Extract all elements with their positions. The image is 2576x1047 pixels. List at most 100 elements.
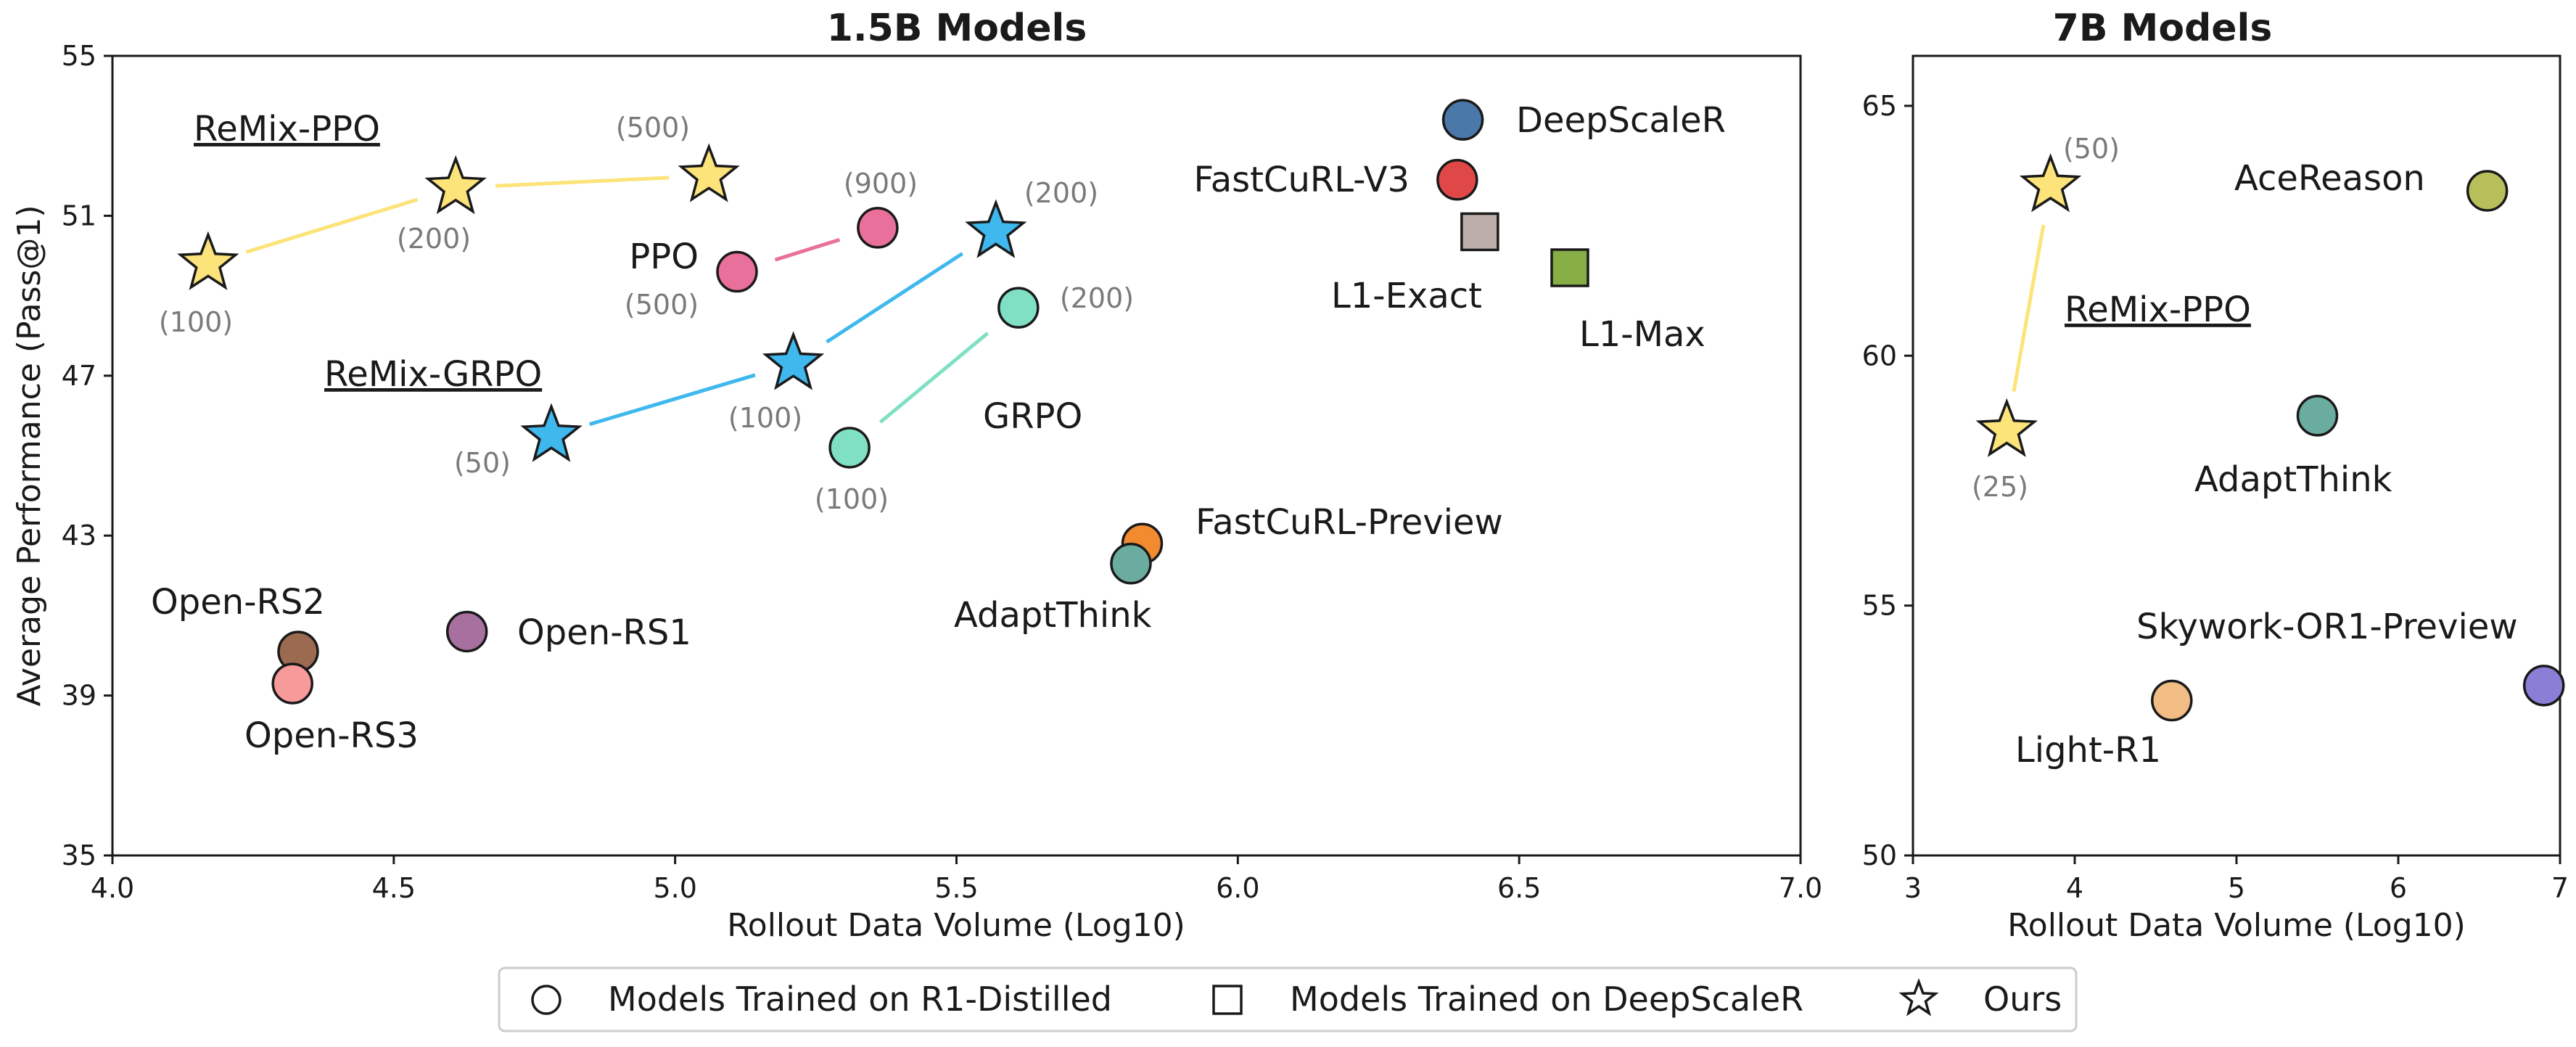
- x-axis-title: Rollout Data Volume (Log10): [2007, 907, 2466, 944]
- count-grpo-100: (100): [815, 483, 889, 515]
- count-ppo-500: (500): [625, 289, 699, 321]
- series-line-remix-grpo: [826, 252, 964, 344]
- legend-label-deepscaler: Models Trained on DeepScaleR: [1290, 980, 1803, 1019]
- panel-title: 7B Models: [2053, 7, 2273, 50]
- x-tick-label: 7.0: [1779, 872, 1822, 904]
- marker-l1-exact: [1460, 212, 1499, 252]
- x-tick-label: 5.0: [653, 872, 696, 904]
- x-tick-label: 3: [1904, 872, 1922, 904]
- label-open-rs2: Open-RS2: [151, 582, 325, 623]
- count-remix-ppo-100: (100): [159, 306, 233, 338]
- y-tick-label: 35: [62, 839, 96, 871]
- count-grpo-200: (200): [1060, 282, 1134, 314]
- x-axis-title: Rollout Data Volume (Log10): [727, 907, 1185, 944]
- panel-7b-models: 7B Models Rollout Data Volume (Log10) 3 4…: [1862, 7, 2569, 944]
- y-tick-label: 55: [62, 40, 96, 72]
- marker-remix-grpo: [520, 403, 583, 462]
- count-remix-ppo-7b-50: (50): [2063, 133, 2120, 165]
- y-tick-label: 39: [62, 680, 96, 712]
- marker-remix-grpo: [965, 199, 1027, 258]
- marker-remix-grpo: [762, 331, 825, 390]
- marker-remix-ppo: [2019, 153, 2082, 213]
- legend-star-icon: [1898, 977, 1939, 1017]
- marker-adaptthink: [2296, 395, 2339, 437]
- y-tick-label: 50: [1862, 839, 1897, 871]
- label-open-rs1: Open-RS1: [517, 612, 691, 653]
- panel-1-5b-models: 1.5B Models Rollout Data Volume (Log10) …: [11, 7, 1822, 944]
- marker-ppo: [716, 250, 758, 293]
- y-tick-label: 65: [1862, 90, 1897, 122]
- label-adaptthink-7b: AdaptThink: [2194, 459, 2392, 500]
- y-ticks: 35 39 43 47 51 55: [62, 40, 112, 871]
- label-open-rs3: Open-RS3: [244, 715, 419, 756]
- marker-acereason: [2466, 170, 2509, 212]
- label-adaptthink: AdaptThink: [954, 595, 1152, 636]
- legend-box: [498, 966, 2078, 1032]
- label-fastcurl-v3: FastCuRL-V3: [1193, 160, 1410, 200]
- label-remix-grpo: ReMix-GRPO: [324, 354, 542, 395]
- marker-adaptthink: [1110, 543, 1152, 585]
- marker-open-rs1: [445, 610, 488, 653]
- label-acereason: AceReason: [2234, 158, 2425, 199]
- legend-label-r1-distilled: Models Trained on R1-Distilled: [608, 980, 1112, 1019]
- marker-fastcurl-v3: [1436, 159, 1478, 201]
- x-tick-label: 6.0: [1216, 872, 1259, 904]
- marker-deepscaler: [1441, 99, 1484, 141]
- marker-l1-max: [1550, 248, 1589, 287]
- legend-label-ours: Ours: [1983, 980, 2062, 1019]
- count-ppo-900: (900): [844, 168, 918, 200]
- x-tick-label: 5: [2228, 872, 2245, 904]
- y-tick-label: 60: [1862, 340, 1897, 371]
- marker-remix-ppo: [678, 143, 740, 202]
- x-tick-label: 5.5: [934, 872, 978, 904]
- marker-remix-ppo: [177, 231, 239, 290]
- legend-circle-icon: [531, 985, 561, 1015]
- x-ticks: 3 4 5 6 7: [1904, 855, 2569, 904]
- marker-grpo: [828, 427, 871, 469]
- x-tick-label: 4.0: [91, 872, 134, 904]
- legend: Models Trained on R1-Distilled Models Tr…: [498, 966, 2078, 1032]
- label-ppo: PPO: [629, 237, 699, 277]
- marker-light-r1: [2151, 679, 2193, 722]
- count-remix-ppo-200: (200): [397, 223, 471, 255]
- series-line-remix-ppo: [495, 176, 670, 188]
- data-marks: [1975, 153, 2565, 722]
- marker-ppo: [857, 207, 899, 249]
- count-remix-ppo-7b-25: (25): [1972, 471, 2028, 503]
- series-line-ppo: [774, 237, 841, 262]
- marker-remix-ppo: [424, 155, 487, 215]
- marker-grpo: [997, 287, 1040, 329]
- marker-skywork-or1-preview: [2522, 665, 2565, 707]
- label-l1-exact: L1-Exact: [1331, 276, 1482, 316]
- legend-square-icon: [1212, 985, 1243, 1015]
- label-remix-ppo-7b: ReMix-PPO: [2065, 290, 2251, 330]
- x-ticks: 4.0 4.5 5.0 5.5 6.0 6.5 7.0: [91, 855, 1822, 904]
- data-marks: [177, 99, 1589, 705]
- marker-remix-ppo: [1975, 398, 2038, 457]
- series-line-grpo: [878, 332, 989, 424]
- label-l1-max: L1-Max: [1579, 314, 1705, 355]
- series-line-remix-ppo: [245, 197, 419, 254]
- y-ticks: 50 55 60 65: [1862, 90, 1913, 871]
- y-axis-title: Average Performance (Pass@1): [11, 205, 48, 706]
- series-line-remix-ppo: [2012, 224, 2046, 392]
- count-remix-grpo-200: (200): [1024, 177, 1098, 209]
- count-remix-grpo-100: (100): [728, 402, 802, 434]
- label-grpo: GRPO: [983, 396, 1082, 437]
- label-skywork: Skywork-OR1-Preview: [2136, 607, 2518, 647]
- x-tick-label: 7: [2551, 872, 2569, 904]
- label-deepscaler: DeepScaleR: [1516, 100, 1726, 141]
- count-remix-ppo-500: (500): [616, 112, 690, 144]
- x-tick-label: 6: [2390, 872, 2407, 904]
- series-lines: [2012, 224, 2046, 392]
- panel-title: 1.5B Models: [827, 7, 1087, 50]
- y-tick-label: 47: [62, 360, 96, 392]
- label-remix-ppo: ReMix-PPO: [194, 109, 380, 149]
- y-tick-label: 51: [62, 200, 96, 231]
- marker-open-rs3: [271, 662, 313, 705]
- series-lines: [245, 176, 989, 427]
- x-tick-label: 4: [2066, 872, 2083, 904]
- y-tick-label: 43: [62, 520, 96, 551]
- y-tick-label: 55: [1862, 590, 1897, 622]
